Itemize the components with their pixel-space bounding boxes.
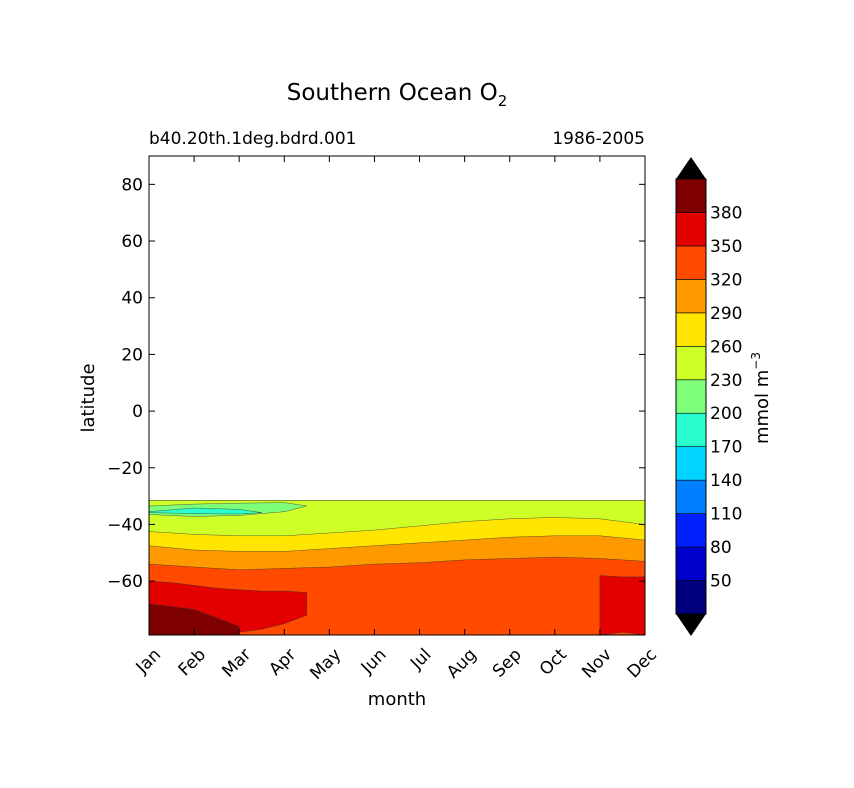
- y-tick-label: −40: [107, 515, 143, 535]
- x-tick-label: Feb: [175, 645, 210, 680]
- colorbar-band: [675, 546, 707, 581]
- colorbar-tick-label: 170: [710, 438, 742, 458]
- y-tick-label: 0: [132, 402, 143, 422]
- x-tick-label: Sep: [489, 645, 526, 682]
- colorbar-band: [675, 178, 707, 213]
- x-tick-label: Nov: [578, 645, 616, 683]
- y-tick-label: −60: [107, 572, 143, 592]
- colorbar-tick-label: 350: [710, 237, 742, 257]
- colorbar-frame: [675, 178, 707, 615]
- y-tick-label: 40: [121, 289, 143, 309]
- x-tick-label: Jul: [406, 645, 435, 674]
- contour-region-5: [148, 507, 262, 515]
- colorbar-band: [675, 212, 707, 247]
- y-axis-label: latitude: [78, 363, 99, 432]
- colorbar-band: [675, 312, 707, 347]
- colorbar-tick-label: 260: [710, 337, 742, 357]
- x-tick-label: Apr: [265, 645, 300, 680]
- colorbar-tick-label: 290: [710, 304, 742, 324]
- colorbar-band: [675, 580, 707, 615]
- colorbar-band: [675, 479, 707, 514]
- colorbar: 50 80 110 140 170 200 230 260 290 320 350 380: [675, 157, 742, 636]
- colorbar-band: [675, 379, 707, 414]
- subtitle-right: 1986-2005: [552, 129, 645, 149]
- x-axis-label: month: [368, 689, 426, 710]
- plot-frame: [148, 155, 646, 636]
- colorbar-band: [675, 245, 707, 280]
- y-tick-label: 60: [121, 232, 143, 252]
- chart-title: Southern Ocean O2: [287, 80, 507, 110]
- colorbar-band: [675, 446, 707, 481]
- colorbar-band: [675, 412, 707, 447]
- colorbar-tick-label: 110: [710, 505, 742, 525]
- colorbar-label: mmol m−3: [749, 352, 773, 444]
- x-tick-label: Mar: [218, 645, 255, 682]
- contour-region-8: [599, 575, 646, 636]
- y-tick-label: 80: [121, 175, 143, 195]
- x-tick-label: Jan: [132, 645, 165, 678]
- colorbar-band: [675, 279, 707, 314]
- colorbar-band: [675, 346, 707, 381]
- colorbar-extend-bottom: [676, 614, 706, 636]
- y-tick-label: 20: [121, 345, 143, 365]
- colorbar-extend-top: [676, 157, 706, 179]
- colorbar-tick-label: 320: [710, 270, 742, 290]
- y-tick-label: −20: [107, 459, 143, 479]
- x-tick-label: Aug: [443, 645, 481, 683]
- subtitle-left: b40.20th.1deg.bdrd.001: [149, 129, 356, 149]
- colorbar-tick-label: 380: [710, 203, 742, 223]
- x-tick-label: May: [306, 645, 345, 684]
- x-tick-label: Oct: [536, 645, 571, 680]
- y-axis-ticks: 80 60 40 20 0 −20 −40 −60: [107, 175, 645, 592]
- x-tick-label: Jun: [357, 645, 391, 679]
- plot-area: 80 60 40 20 0 −20 −40 −60 Jan Feb Mar Apr May Jun Jul…: [107, 155, 661, 684]
- colorbar-tick-label: 200: [710, 404, 742, 424]
- contour-fills: [148, 500, 646, 636]
- colorbar-tick-label: 230: [710, 371, 742, 391]
- colorbar-tick-label: 80: [710, 538, 732, 558]
- x-tick-label: Dec: [624, 645, 661, 682]
- colorbar-tick-label: 50: [710, 572, 732, 592]
- colorbar-tick-label: 140: [710, 471, 742, 491]
- colorbar-band: [675, 513, 707, 548]
